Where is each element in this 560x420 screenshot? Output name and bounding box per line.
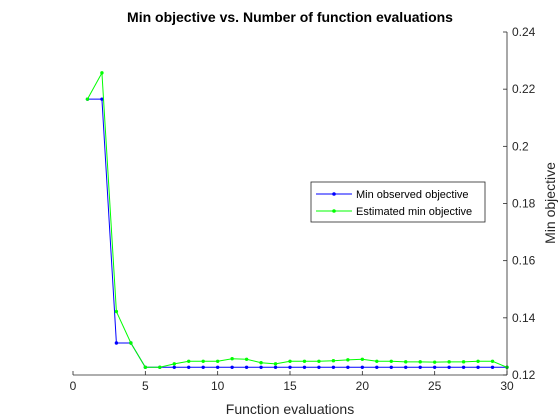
x-tick-label: 0 xyxy=(70,379,77,393)
series-1-point xyxy=(143,365,148,369)
series-0-point xyxy=(244,365,249,369)
y-tick-label: 0.24 xyxy=(512,25,536,39)
series-1-point xyxy=(331,359,336,363)
series-1-point xyxy=(215,359,220,363)
series-0-point xyxy=(288,365,292,369)
series-0-point xyxy=(201,365,205,369)
series-1-point xyxy=(360,357,365,361)
series-1-point xyxy=(346,358,350,362)
series-1-point xyxy=(158,365,162,369)
legend-marker-observed xyxy=(332,192,336,196)
series-line-0 xyxy=(87,98,507,368)
series-1-point xyxy=(432,360,437,364)
series-1-point xyxy=(100,71,104,75)
series-0-point xyxy=(114,341,119,345)
series-1-point xyxy=(302,359,307,363)
series-0-point xyxy=(302,365,307,369)
series-1-point xyxy=(288,359,292,363)
series-0-point xyxy=(331,365,336,369)
series-1-point xyxy=(273,362,278,366)
series-0-point xyxy=(100,97,104,101)
series-line-1 xyxy=(87,71,508,368)
y-tick-label: 0.2 xyxy=(512,139,529,153)
series-1-point xyxy=(172,362,176,366)
series-1-point xyxy=(389,359,393,363)
series-1-point xyxy=(114,309,119,314)
series-1-point xyxy=(201,359,205,363)
x-tick-label: 20 xyxy=(356,379,370,393)
series-1-point xyxy=(317,359,321,363)
legend-label-observed: Min observed objective xyxy=(356,189,469,201)
series-1-point xyxy=(418,360,422,364)
legend-marker-estimated xyxy=(332,209,336,213)
series-0-point xyxy=(187,365,191,369)
series-1-point xyxy=(187,359,191,363)
x-axis-label: Function evaluations xyxy=(226,401,354,417)
series-0-point xyxy=(346,365,350,369)
series-0-point xyxy=(375,365,379,369)
series-0-point xyxy=(360,365,365,369)
series-1-point xyxy=(244,357,249,361)
series-0-point xyxy=(172,365,176,369)
x-tick-label: 30 xyxy=(500,379,514,393)
legend-box xyxy=(310,181,486,223)
x-tick-label: 15 xyxy=(283,379,297,393)
series-1-point xyxy=(447,360,451,364)
y-tick-label: 0.16 xyxy=(512,254,536,268)
series-0-point xyxy=(461,365,466,369)
axes xyxy=(72,31,508,376)
series-1-point xyxy=(404,360,408,364)
x-tick-label: 10 xyxy=(211,379,225,393)
series-0-point xyxy=(447,365,451,369)
y-tick-label: 0.22 xyxy=(512,82,536,96)
series-0-point xyxy=(389,365,393,369)
y-tick-label: 0.12 xyxy=(512,368,536,382)
series-1-point xyxy=(476,359,480,363)
series-1-point xyxy=(230,357,234,361)
series-0-point xyxy=(215,365,220,369)
series-0-point xyxy=(317,365,321,369)
y-axis-label: Min objective xyxy=(542,162,558,244)
plot-lines xyxy=(85,71,509,369)
tick-labels: 0 5 10 15 20 25 300.12 0.14 0.16 0.18 0.2 0.22 0.24 xyxy=(70,25,536,393)
y-tick-label: 0.14 xyxy=(512,311,536,325)
y-tick-label: 0.18 xyxy=(512,197,536,211)
series-0-point xyxy=(273,365,278,369)
series-0-point xyxy=(476,365,480,369)
series-1-point xyxy=(85,97,90,101)
series-0-point xyxy=(418,365,422,369)
series-1-point xyxy=(490,359,495,363)
series-0-point xyxy=(259,365,263,369)
series-0-point xyxy=(230,365,234,369)
x-tick-label: 25 xyxy=(428,379,442,393)
series-0-point xyxy=(432,365,437,369)
series-1-point xyxy=(375,359,379,363)
series-0-point xyxy=(490,365,495,369)
series-1-point xyxy=(259,361,263,365)
series-1-point xyxy=(129,341,133,345)
legend-label-estimated: Estimated min objective xyxy=(356,206,472,218)
legend: Min observed objective Estimated min obj… xyxy=(310,181,486,223)
x-tick-label: 5 xyxy=(142,379,149,393)
chart-title: Min objective vs. Number of function eva… xyxy=(127,9,453,25)
series-1-point xyxy=(461,360,466,364)
series-0-point xyxy=(404,365,408,369)
